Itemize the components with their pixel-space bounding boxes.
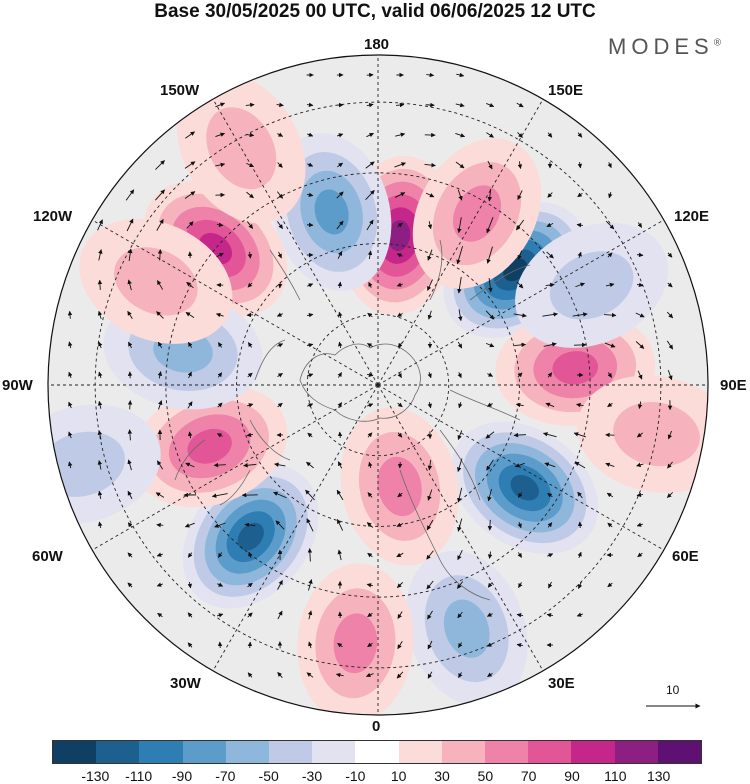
- label-30w: 30W: [170, 675, 201, 692]
- colorbar-segment: [96, 741, 139, 763]
- colorbar-tick-label: 70: [521, 768, 537, 784]
- label-60e: 60E: [672, 548, 699, 565]
- wind-arrow: [340, 432, 341, 438]
- colorbar-segment: [226, 741, 269, 763]
- wind-arrow: [100, 280, 101, 290]
- colorbar-segment: [269, 741, 312, 763]
- wind-arrow: [400, 462, 401, 468]
- colorbar-tick-label: -110: [125, 768, 152, 784]
- wind-arrow: [70, 311, 71, 318]
- colorbar: [52, 740, 702, 764]
- colorbar-tick-label: 110: [604, 768, 626, 784]
- wind-arrow: [250, 642, 251, 648]
- label-90w: 90W: [2, 377, 33, 394]
- wind-arrow: [160, 250, 161, 261]
- colorbar-tick-label: -90: [172, 768, 192, 784]
- colorbar-tick-label: 90: [564, 768, 580, 784]
- colorbar-segment: [139, 741, 182, 763]
- colorbar-segment: [615, 741, 658, 763]
- label-30e: 30E: [548, 675, 575, 692]
- colorbar-tick-label: -50: [259, 768, 279, 784]
- colorbar-segment: [442, 741, 485, 763]
- label-120e: 120E: [674, 208, 709, 225]
- colorbar-tick-label: 10: [391, 768, 407, 784]
- colorbar-tick-label: -130: [81, 768, 109, 784]
- colorbar-tick-label: 30: [434, 768, 450, 784]
- colorbar-segment: [312, 741, 355, 763]
- label-180: 180: [364, 36, 389, 53]
- colorbar-segment: [528, 741, 571, 763]
- colorbar-segment: [183, 741, 226, 763]
- colorbar-segment: [399, 741, 442, 763]
- colorbar-tick-label: -10: [345, 768, 365, 784]
- label-0: 0: [372, 718, 380, 735]
- wind-arrow: [426, 105, 435, 106]
- colorbar-segment: [571, 741, 614, 763]
- colorbar-tick-label: 50: [478, 768, 494, 784]
- colorbar-tick-label: 130: [647, 768, 670, 784]
- colorbar-segment: [658, 741, 701, 763]
- label-90e: 90E: [720, 377, 747, 394]
- label-120w: 120W: [33, 208, 72, 225]
- colorbar-tick-label: -30: [302, 768, 322, 784]
- wind-arrow: [130, 401, 131, 410]
- colorbar-segment: [53, 741, 96, 763]
- label-150w: 150W: [160, 82, 199, 99]
- reference-vector-label: 10: [666, 683, 679, 697]
- colorbar-segment: [485, 741, 528, 763]
- wind-arrow: [490, 520, 491, 530]
- colorbar-tick-label: -70: [215, 768, 235, 784]
- label-150e: 150E: [548, 82, 583, 99]
- label-60w: 60W: [32, 548, 63, 565]
- colorbar-segment: [355, 741, 398, 763]
